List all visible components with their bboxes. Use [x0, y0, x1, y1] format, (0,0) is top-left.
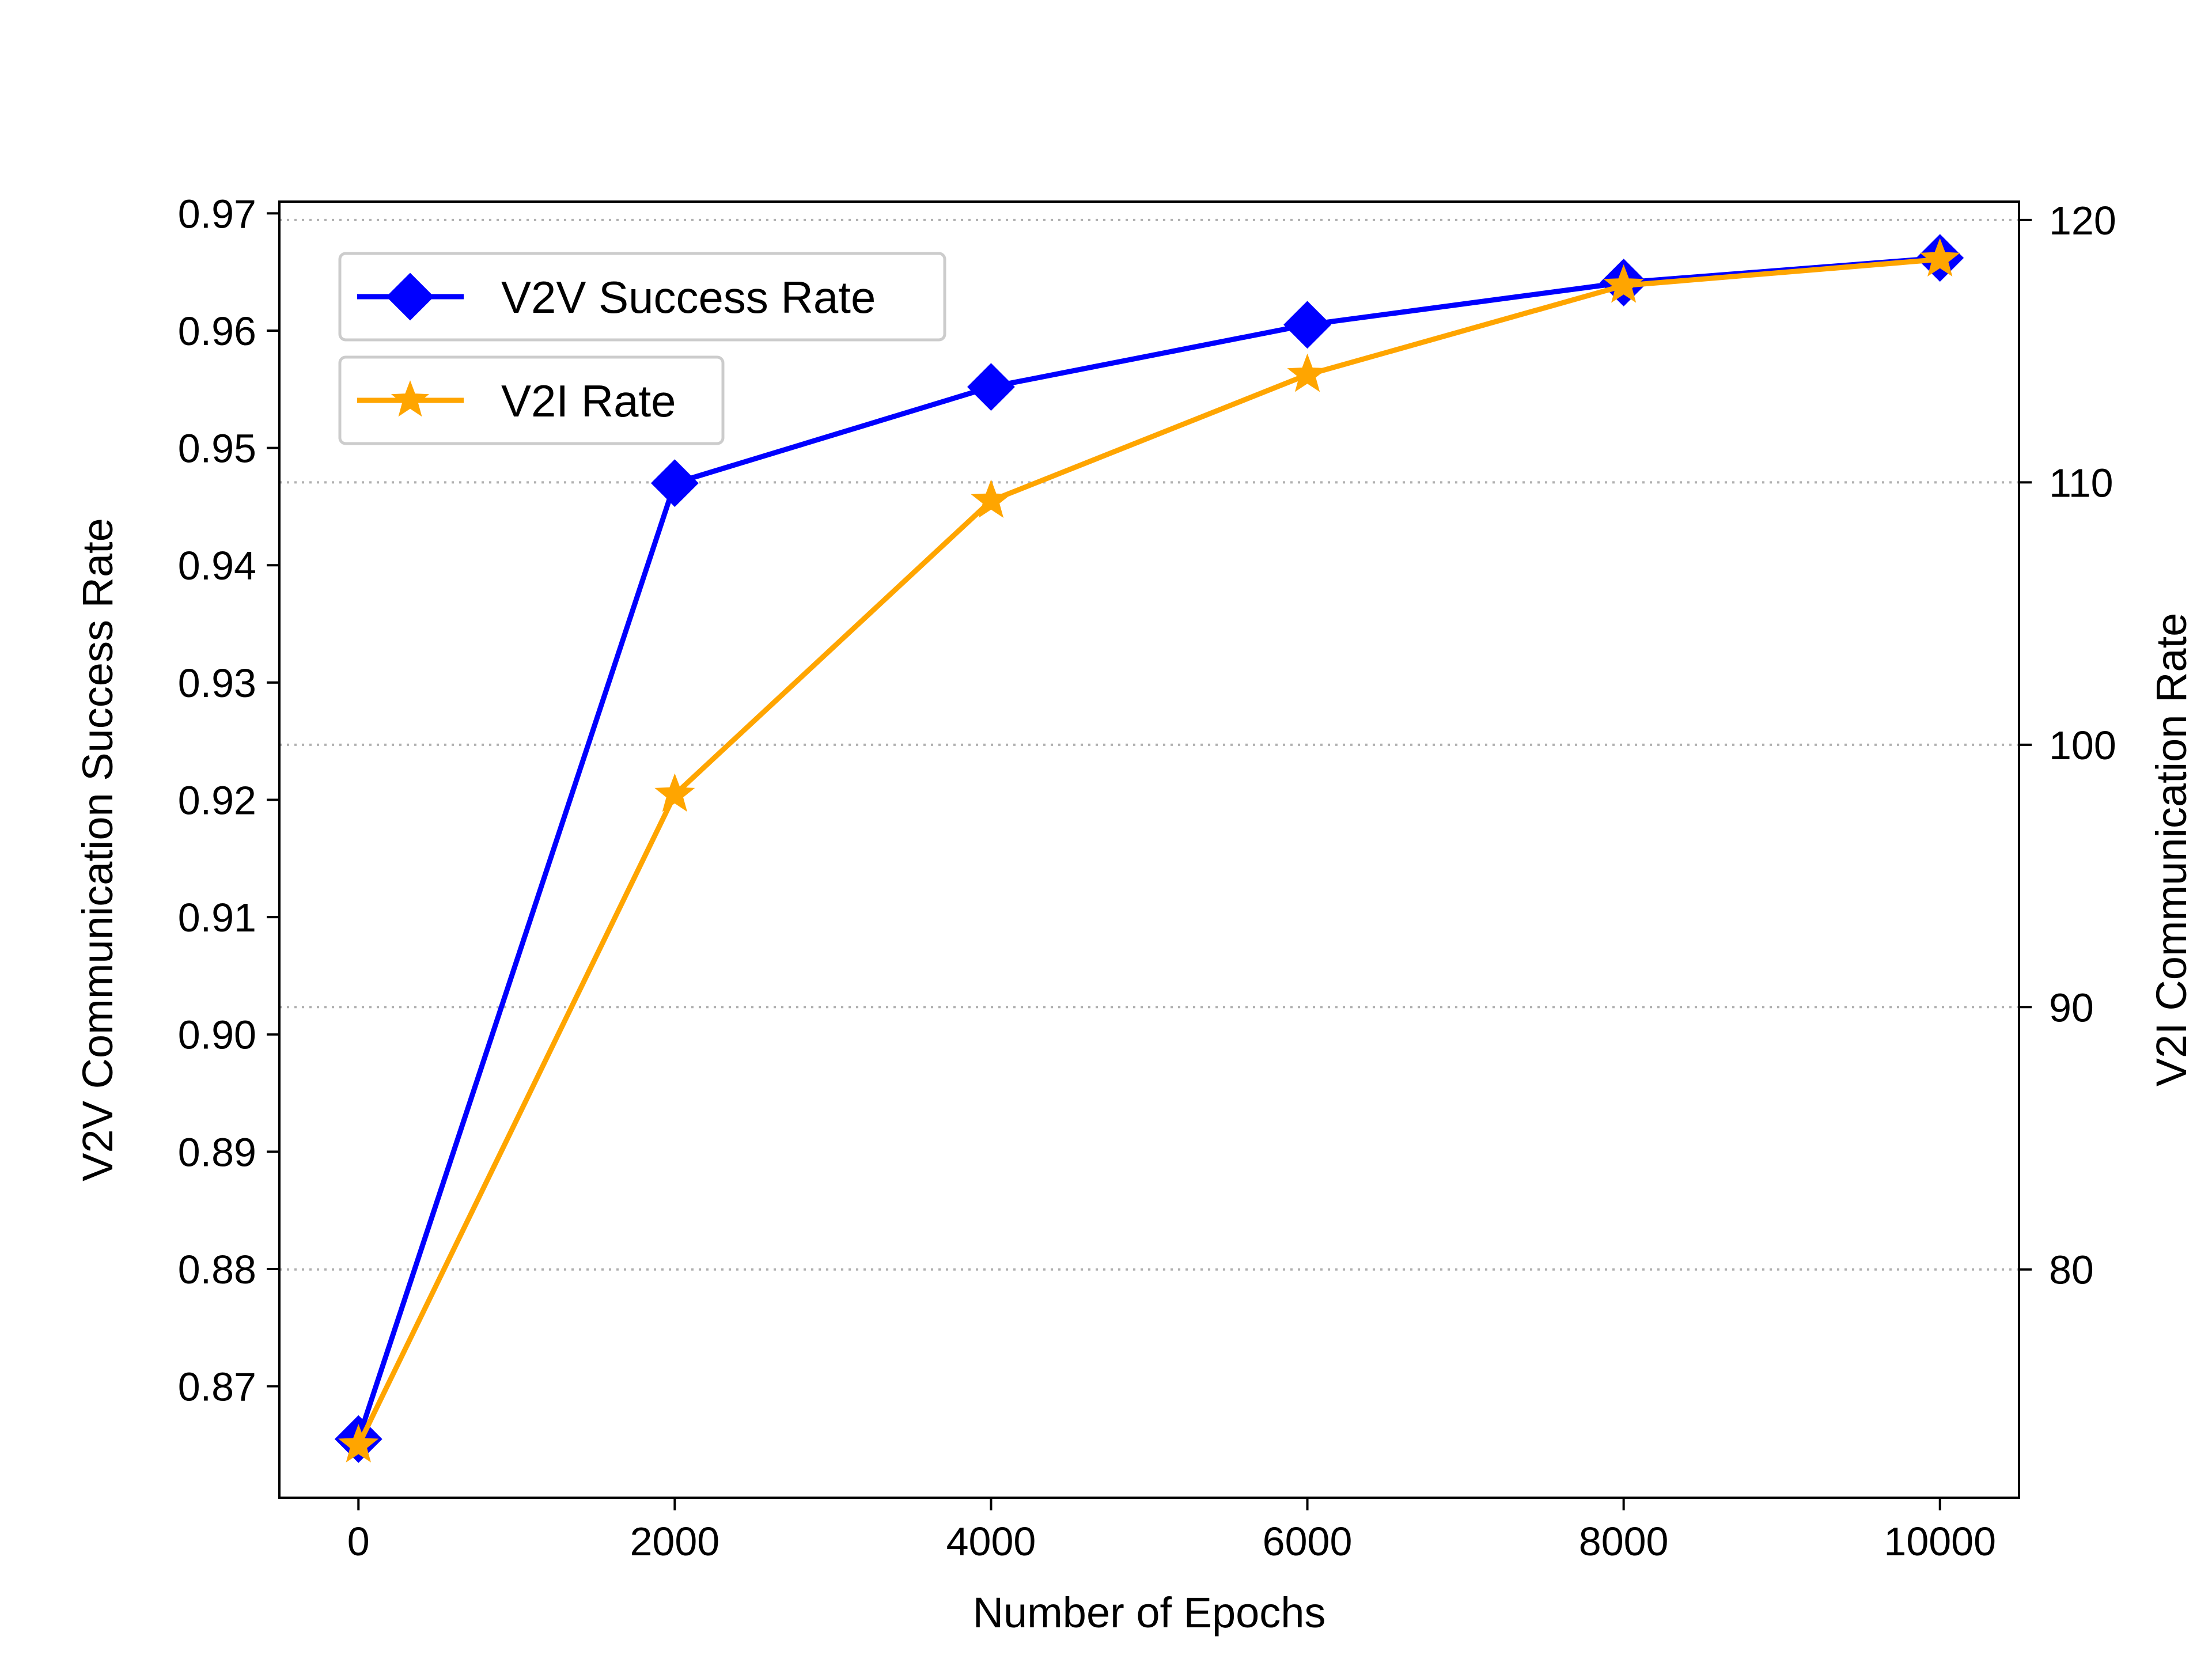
x-tick-label: 10000 — [1884, 1519, 1996, 1564]
y-left-tick-label: 0.97 — [178, 191, 256, 236]
x-tick-label: 6000 — [1263, 1519, 1353, 1564]
legend-label: V2V Success Rate — [501, 272, 876, 323]
legend-label: V2I Rate — [501, 376, 676, 426]
y-right-tick-label: 110 — [2049, 460, 2113, 505]
v2i-point — [654, 773, 695, 812]
x-tick-label: 2000 — [630, 1519, 719, 1564]
v2i-line — [356, 256, 1941, 1446]
legend-marker — [386, 272, 434, 321]
legend-box — [338, 252, 946, 342]
grid-layer — [279, 218, 2019, 1271]
v2i-point — [971, 479, 1012, 518]
y-right-tick-label: 80 — [2049, 1248, 2094, 1293]
axes-layer: 0 2000 4000 6000 8000 10000 0.87 0.88 0.89 0.90 0.… — [178, 191, 2116, 1564]
y-left-tick-label: 0.90 — [178, 1013, 256, 1058]
legend-box — [338, 355, 725, 445]
plot-frame — [278, 200, 2020, 1499]
v2v-line — [356, 255, 1941, 1440]
y-left-tick-label: 0.94 — [178, 543, 256, 588]
y-axis-right-title: V2I Communication Rate — [2147, 613, 2195, 1087]
x-axis-title: Number of Epochs — [973, 1589, 1326, 1637]
v2v-point — [650, 459, 699, 507]
v2i-point — [1603, 264, 1644, 303]
y-right-tick-label: 120 — [2049, 198, 2116, 243]
y-left-tick-label: 0.92 — [178, 778, 256, 823]
legend: V2V Success Rate V2I Rate — [338, 252, 946, 445]
x-tick-label: 8000 — [1579, 1519, 1669, 1564]
y-right-tick-label: 100 — [2049, 723, 2116, 768]
y-left-tick-label: 0.87 — [178, 1365, 256, 1410]
x-tick-label: 4000 — [946, 1519, 1036, 1564]
y-left-tick-label: 0.89 — [178, 1130, 256, 1175]
y-left-tick-label: 0.95 — [178, 426, 256, 471]
x-tick-label: 0 — [347, 1519, 370, 1564]
v2i-point — [338, 1424, 379, 1463]
y-axis-left-title: V2V Communication Success Rate — [74, 518, 122, 1181]
legend-marker — [391, 380, 430, 417]
y-right-tick-label: 90 — [2049, 985, 2094, 1030]
y-left-tick-label: 0.93 — [178, 661, 256, 706]
v2v-point — [967, 363, 1015, 411]
y-left-tick-label: 0.91 — [178, 895, 256, 940]
v2i-point — [1919, 238, 1960, 277]
v2v-point — [1283, 301, 1331, 349]
y-left-tick-label: 0.96 — [178, 309, 256, 354]
series-layer — [334, 234, 1964, 1463]
v2i-series — [338, 238, 1960, 1463]
v2i-point — [1287, 353, 1328, 392]
y-left-tick-label: 0.88 — [178, 1247, 256, 1292]
